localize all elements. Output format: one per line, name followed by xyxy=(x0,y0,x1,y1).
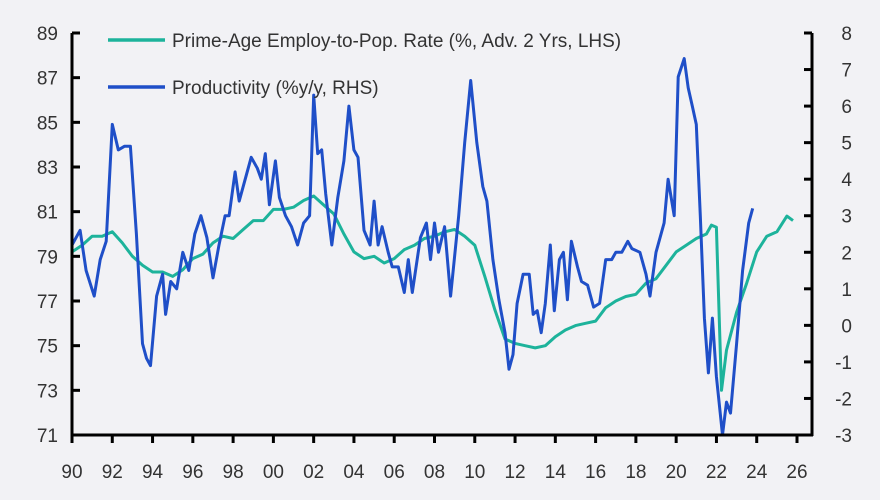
legend: Prime-Age Employ-to-Pop. Rate (%, Adv. 2… xyxy=(108,31,621,99)
legend-label-employment: Prime-Age Employ-to-Pop. Rate (%, Adv. 2… xyxy=(172,31,621,52)
x-tick-label: 16 xyxy=(585,462,606,483)
right-tick-label: 5 xyxy=(841,134,852,155)
right-tick-label: 6 xyxy=(841,97,852,118)
x-tick-label: 10 xyxy=(464,462,485,483)
right-tick-label: -1 xyxy=(835,353,852,374)
right-tick-label: 1 xyxy=(841,280,852,301)
series-line-productivity xyxy=(70,57,755,437)
left-tick-label: 75 xyxy=(37,337,58,358)
left-tick-label: 89 xyxy=(37,24,58,45)
right-tick-label: 3 xyxy=(841,207,852,228)
legend-item-employment: Prime-Age Employ-to-Pop. Rate (%, Adv. 2… xyxy=(108,31,621,52)
left-tick-label: 77 xyxy=(37,292,58,313)
legend-label-productivity: Productivity (%y/y, RHS) xyxy=(172,78,379,99)
x-tick-label: 92 xyxy=(102,462,123,483)
x-tick-label: 04 xyxy=(343,462,365,483)
right-tick-label: 0 xyxy=(841,316,852,337)
x-tick-label: 26 xyxy=(786,462,807,483)
right-tick-label: 7 xyxy=(841,61,852,82)
x-tick-label: 24 xyxy=(746,462,768,483)
x-tick-label: 18 xyxy=(625,462,646,483)
left-tick-label: 83 xyxy=(37,158,58,179)
legend-item-productivity: Productivity (%y/y, RHS) xyxy=(108,78,379,99)
series-layer xyxy=(70,57,794,437)
x-tick-label: 00 xyxy=(263,462,284,483)
x-tick-label: 22 xyxy=(706,462,727,483)
left-tick-label: 79 xyxy=(37,247,58,268)
left-tick-label: 71 xyxy=(37,426,58,447)
x-tick-label: 96 xyxy=(182,462,203,483)
x-tick-label: 14 xyxy=(545,462,567,483)
x-tick-label: 90 xyxy=(61,462,82,483)
x-tick-label: 02 xyxy=(303,462,324,483)
left-tick-label: 87 xyxy=(37,69,58,90)
x-tick-label: 06 xyxy=(384,462,405,483)
x-tick-label: 12 xyxy=(504,462,525,483)
x-tick-label: 98 xyxy=(223,462,244,483)
right-tick-label: 2 xyxy=(841,243,852,264)
x-tick-label: 94 xyxy=(142,462,164,483)
x-tick-label: 20 xyxy=(666,462,687,483)
right-tick-label: 8 xyxy=(841,24,852,45)
left-tick-label: 81 xyxy=(37,203,58,224)
left-tick-label: 85 xyxy=(37,113,58,134)
right-tick-label: -3 xyxy=(835,426,852,447)
x-tick-label: 08 xyxy=(424,462,445,483)
series-line-employment xyxy=(71,194,794,392)
left-tick-label: 73 xyxy=(37,381,58,402)
right-tick-label: 4 xyxy=(841,170,852,191)
right-tick-label: -2 xyxy=(835,389,852,410)
